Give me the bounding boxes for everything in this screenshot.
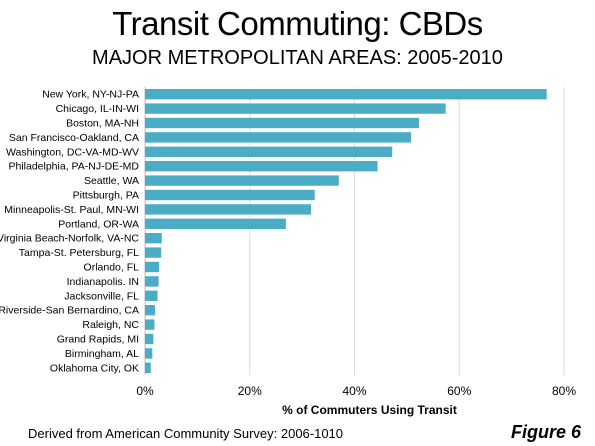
x-axis-title: % of Commuters Using Transit bbox=[282, 403, 457, 417]
x-tick-label: 40% bbox=[342, 384, 366, 398]
bar bbox=[145, 319, 155, 330]
x-tick-label: 20% bbox=[238, 384, 262, 398]
bar bbox=[145, 132, 412, 143]
figure-label: Figure 6 bbox=[510, 422, 581, 442]
bar bbox=[145, 247, 162, 258]
category-label: Chicago, IL-IN-WI bbox=[56, 103, 139, 115]
bar bbox=[145, 305, 155, 316]
category-label: Pittsburgh, PA bbox=[73, 190, 139, 202]
category-label: Oklahoma City, OK bbox=[50, 362, 139, 374]
category-label: Raleigh, NC bbox=[82, 319, 139, 331]
x-tick-label: 60% bbox=[447, 384, 471, 398]
x-tick-label: 80% bbox=[552, 384, 576, 398]
category-label: Orlando, FL bbox=[84, 262, 140, 274]
category-label: San Francisco-Oakland, CA bbox=[9, 132, 139, 144]
category-label: Virginia Beach-Norfolk, VA-NC bbox=[0, 233, 139, 245]
x-tick-label: 0% bbox=[136, 384, 154, 398]
category-label: Boston, MA-NH bbox=[66, 118, 139, 130]
chart-title: Transit Commuting: CBDs bbox=[112, 5, 483, 42]
bar bbox=[145, 189, 315, 201]
chart-subtitle: MAJOR METROPOLITAN AREAS: 2005-2010 bbox=[92, 47, 503, 69]
category-label: Philadelphia, PA-NJ-DE-MD bbox=[8, 161, 139, 173]
bar bbox=[145, 276, 159, 287]
category-label: Washington, DC-VA-MD-WV bbox=[6, 146, 139, 158]
bar bbox=[145, 161, 378, 172]
category-label: Birmingham, AL bbox=[65, 348, 139, 360]
category-label: Grand Rapids, MI bbox=[57, 334, 139, 346]
bar bbox=[145, 333, 154, 345]
category-label: Jacksonville, FL bbox=[64, 290, 139, 302]
bar bbox=[145, 146, 393, 157]
bar bbox=[145, 218, 286, 229]
bar bbox=[145, 89, 547, 100]
bar bbox=[145, 175, 339, 186]
category-label: Portland, OR-WA bbox=[58, 218, 139, 230]
bar bbox=[145, 362, 151, 373]
category-label: New York, NY-NJ-PA bbox=[42, 89, 139, 101]
source-note: Derived from American Community Survey: … bbox=[28, 426, 344, 441]
bar bbox=[145, 103, 446, 114]
category-label: Minneapolis-St. Paul, MN-WI bbox=[4, 204, 139, 216]
bar bbox=[145, 204, 312, 215]
bar bbox=[145, 233, 162, 244]
bar bbox=[145, 261, 160, 273]
bar bbox=[145, 117, 419, 129]
category-label: Tampa-St. Petersburg, FL bbox=[19, 247, 139, 259]
bar bbox=[145, 290, 158, 301]
category-label: Seattle, WA bbox=[84, 175, 139, 187]
bar bbox=[145, 348, 153, 359]
category-label: Indianapolis. IN bbox=[67, 276, 139, 288]
category-label: Riverside-San Bernardino, CA bbox=[0, 305, 139, 317]
